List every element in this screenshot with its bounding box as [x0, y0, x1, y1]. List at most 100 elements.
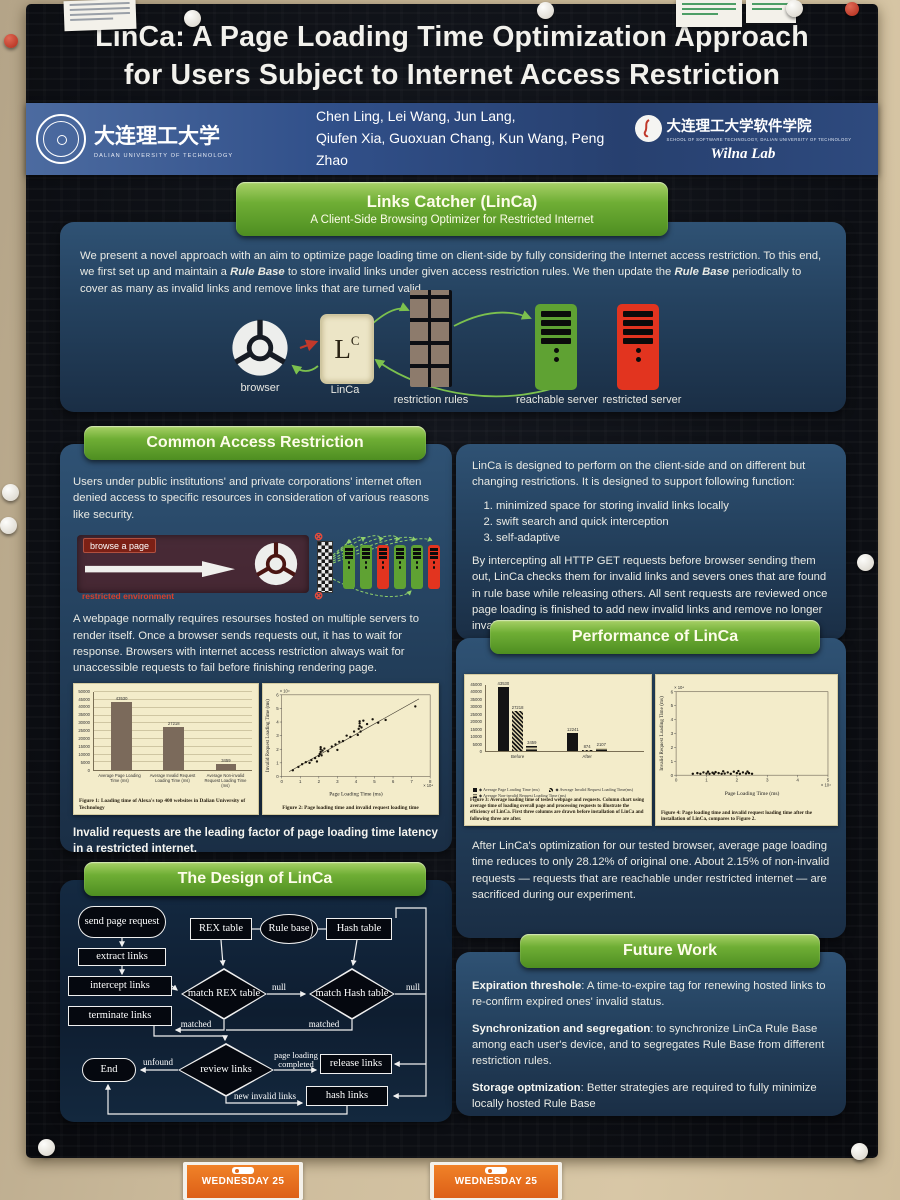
design-title: The Design of LinCa: [177, 870, 333, 887]
browse-a-page-label: browse a page: [83, 538, 157, 554]
figure-4: 0 1 2 3 4 5 0 1 2 3 4 5 6 × 10⁴ × 10⁴ Page Loading Time…: [654, 674, 838, 826]
linca-card-letter: L: [334, 333, 351, 364]
svg-text:Invalid Request Loading Time (: Invalid Request Loading Time (ms): [264, 698, 271, 771]
flowchart-arrows: [105, 907, 427, 1115]
y-tick-label: 40000: [78, 704, 90, 710]
flow-terminate-links: terminate links: [68, 1006, 172, 1026]
y-axis: 0 5000 10000 15000 20000 25000 30000 35000 40000…: [75, 689, 92, 773]
design-goals-list: minimized space for storing invalid link…: [474, 500, 830, 544]
restricted-server-label: restricted server: [602, 394, 682, 407]
bar-value: 43530: [115, 695, 128, 701]
badge-tag: WEDNESDAY 25: [183, 1162, 303, 1200]
abstract-part: We present a novel approach with an aim …: [80, 250, 822, 279]
server-icon-green: [343, 545, 355, 590]
svg-text:4: 4: [671, 717, 674, 722]
pin-icon: [857, 554, 874, 571]
gridline: [94, 722, 252, 723]
svg-text:4: 4: [276, 719, 279, 724]
future-work-item: Expiration threshole: A time-to-expire t…: [472, 978, 830, 1010]
rule-base-term: Rule Base: [674, 266, 730, 279]
badge-tag-band: WEDNESDAY 25: [187, 1165, 299, 1198]
svg-text:4: 4: [796, 778, 799, 783]
y-tick-label: 5000: [80, 759, 90, 765]
group-label: After: [582, 754, 592, 759]
common-access-para2: A webpage normally requires resourses ho…: [73, 613, 419, 675]
bar: [595, 747, 607, 751]
legend-label: ◆ Average Invalid Request Loading Time(m…: [555, 787, 634, 792]
figure-1-chart: 0 5000 10000 15000 20000 25000 30000 35000 40000…: [75, 685, 257, 798]
flow-hash-table: Hash table: [326, 918, 392, 940]
svg-text:1: 1: [705, 778, 708, 783]
rule-base-term: Rule Base: [230, 266, 285, 279]
future-work-item: Synchronization and segregation: to sync…: [472, 1021, 830, 1069]
server-icon-green: [360, 545, 372, 590]
pin-icon: [786, 0, 803, 17]
section-header-performance: Performance of LinCa: [490, 620, 820, 654]
svg-text:× 10⁴: × 10⁴: [821, 782, 831, 787]
figure-3-legend: ◆ Average Page Loading Time (ms) ◆ Averag…: [473, 787, 647, 798]
y-tick-label: 25000: [78, 728, 90, 734]
y-axis: 0 5000 10000 15000 20000 25000 30000 35000 40000…: [467, 682, 484, 754]
figure-2-caption: Figure 2: Page loading time and invalid …: [282, 804, 419, 811]
bar-value: 3459: [221, 758, 231, 764]
svg-text:Page Loading Time (ms): Page Loading Time (ms): [329, 790, 383, 797]
server-icon-red: [377, 545, 389, 590]
filter-grid-icon: [317, 541, 333, 594]
future-work-title: Future Work: [623, 942, 717, 959]
svg-text:6: 6: [392, 778, 395, 783]
poster-title-line2: for Users Subject to Internet Access Res…: [123, 59, 781, 92]
school-logo: 大连理工大学软件学院 SCHOOL OF SOFTWARE TECHNOLOGY…: [618, 115, 868, 163]
restriction-rules-label: restriction rules: [393, 394, 469, 407]
figure-4-chart: 0 1 2 3 4 5 0 1 2 3 4 5 6 × 10⁴ × 10⁴ Page Loading Time…: [658, 677, 835, 805]
school-logo-row: 大连理工大学软件学院 SCHOOL OF SOFTWARE TECHNOLOGY…: [634, 115, 852, 142]
sticky-note: [676, 0, 742, 27]
poster-title-line1: LinCa: A Page Loading Time Optimization …: [95, 21, 809, 53]
flow-label-new-invalid-links: new invalid links: [234, 1091, 296, 1101]
flow-intercept-links: intercept links: [68, 976, 172, 996]
legend-swatch: [473, 793, 477, 798]
svg-text:5: 5: [373, 778, 376, 783]
svg-text:0: 0: [280, 778, 283, 783]
badge-day-label: WEDNESDAY 25: [201, 1176, 285, 1187]
linca-label: LinCa: [330, 384, 360, 397]
authors-line1: Chen Ling, Lei Wang, Jun Lang,: [316, 108, 516, 125]
svg-text:0: 0: [671, 773, 674, 778]
legend-swatch: [549, 787, 554, 792]
gridline: [94, 691, 252, 692]
svg-text:5: 5: [671, 703, 674, 708]
y-tick-label: 30000: [470, 704, 482, 710]
figure-1-caption: Figure 1: Loading time of Alexa's top 40…: [79, 797, 246, 811]
common-access-para1: Users under public institutions' and pri…: [73, 476, 430, 521]
category-label: Average Non-invalid Request Loading Time…: [204, 772, 247, 788]
future-work-body: : A time-to-expire tag for renewing host…: [472, 980, 826, 1009]
university-emblem-icon: [36, 114, 86, 164]
poster-title: LinCa: A Page Loading Time Optimization …: [26, 18, 878, 94]
flow-end: End: [82, 1058, 136, 1082]
svg-text:2: 2: [318, 778, 321, 783]
reachable-server-label: reachable server: [516, 394, 598, 407]
svg-text:3: 3: [671, 731, 674, 736]
legend-item: ◆ Average Page Loading Time (ms): [473, 787, 539, 792]
gridline: [94, 714, 252, 716]
design-goals-para1: LinCa is designed to perform on the clie…: [472, 460, 806, 489]
svg-text:5: 5: [827, 778, 830, 783]
flow-extract-links: extract links: [78, 948, 166, 966]
svg-text:1: 1: [671, 759, 674, 764]
performance-title: Performance of LinCa: [571, 628, 739, 645]
linca-flowchart: send page request extract links intercep…: [64, 904, 448, 1118]
sticky-note: [746, 0, 796, 23]
performance-result: After LinCa's optimization for our teste…: [472, 840, 830, 902]
y-tick-label: 15000: [78, 743, 90, 749]
school-name-en: SCHOOL OF SOFTWARE TECHNOLOGY, DALIAN UN…: [666, 137, 852, 142]
school-name: 大连理工大学软件学院 SCHOOL OF SOFTWARE TECHNOLOGY…: [667, 115, 852, 142]
bar-value: 2107: [596, 741, 606, 747]
bar-value: 27218: [167, 721, 180, 727]
flow-rule-base: Rule base: [260, 914, 318, 944]
figure-row-1: 0 5000 10000 15000 20000 25000 30000 35000 40000…: [73, 682, 439, 815]
flow-label-matched: matched: [308, 1019, 340, 1029]
section-header-future-work: Future Work: [520, 934, 820, 968]
y-tick-label: 20000: [470, 719, 482, 725]
plot-area: 43530 27218 3459 Before 12241 874 2107 After: [485, 681, 644, 759]
figure-2: 0 1 2 3 4 5 6 7 8 0 1 2 3 4 5 6 × 10⁴ × 10⁴ Page Loading T…: [261, 682, 439, 815]
section-header-linca: Links Catcher (LinCa) A Client-Side Brow…: [236, 182, 668, 236]
